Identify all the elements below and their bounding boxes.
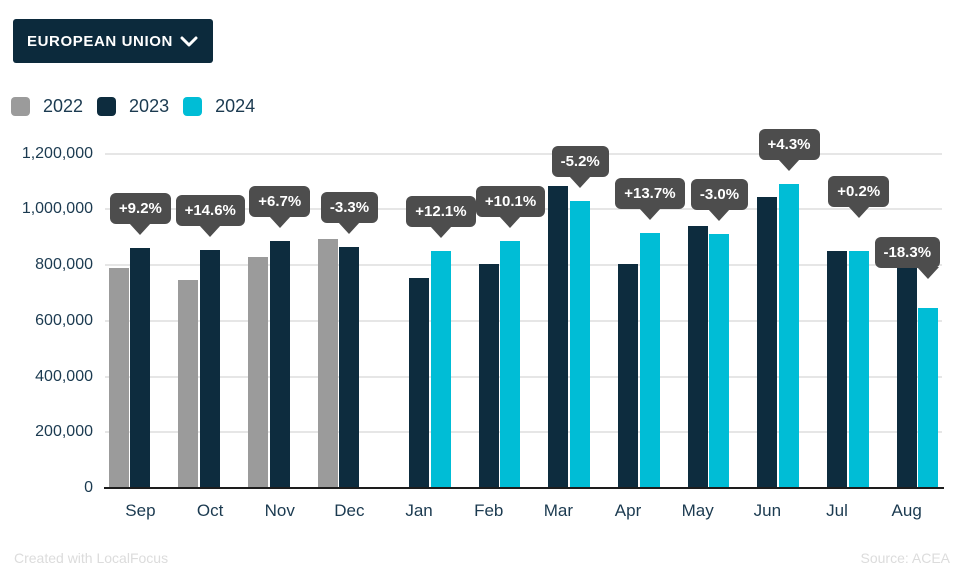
bar-2023-Jun[interactable]	[757, 196, 778, 488]
callout-label-Apr: +13.7%	[615, 177, 685, 209]
y-axis-tick-label: 1,000,000	[21, 200, 93, 218]
callout-pointer	[778, 159, 801, 172]
x-axis-label-Jul: Jul	[826, 501, 848, 520]
gridline	[105, 375, 942, 378]
x-axis-label-Oct: Oct	[196, 501, 224, 520]
callout-pointer	[638, 207, 661, 220]
region-selector-button[interactable]: EUROPEAN UNION	[13, 19, 213, 63]
region-selector-label: EUROPEAN UNION	[27, 32, 173, 50]
bar-2023-May[interactable]	[687, 225, 708, 488]
bar-2022-Nov[interactable]	[248, 256, 269, 488]
callout-pointer	[847, 205, 870, 218]
callout-label-Nov: +6.7%	[249, 186, 311, 218]
legend-swatch-2023	[97, 97, 117, 116]
x-axis-label-Mar: Mar	[543, 501, 574, 520]
callout-label-Jul: +0.2%	[828, 175, 890, 207]
x-axis-label-May: May	[681, 501, 714, 520]
bar-2023-Jan[interactable]	[409, 277, 430, 488]
y-axis-tick-label: 600,000	[35, 311, 93, 329]
bar-2024-Jul[interactable]	[848, 250, 869, 488]
x-axis-line	[104, 487, 944, 489]
gridline	[105, 264, 942, 266]
bar-2024-Aug[interactable]	[918, 308, 939, 488]
bar-2023-Oct[interactable]	[200, 249, 221, 488]
bar-2024-Jan[interactable]	[430, 251, 451, 488]
bar-2024-Feb[interactable]	[500, 241, 521, 488]
legend-item-2024: 2024	[183, 96, 255, 117]
legend-swatch-2024	[183, 97, 203, 116]
bar-2024-Apr[interactable]	[639, 232, 660, 488]
y-axis-tick-label: 800,000	[35, 256, 93, 273]
legend-item-2022: 2022	[11, 96, 83, 117]
callout-label-Oct: +14.6%	[175, 194, 245, 226]
credit-text: Created with LocalFocus	[14, 550, 169, 566]
legend-swatch-2022	[11, 97, 30, 116]
callout-pointer	[429, 226, 452, 239]
legend-label: 2023	[129, 96, 170, 116]
callout-label-May: -3.0%	[690, 179, 749, 211]
legend: 2022 2023 2024	[11, 96, 255, 117]
chevron-down-icon	[180, 36, 198, 46]
callout-label-Dec: -3.3%	[320, 191, 379, 223]
x-axis-label-Nov: Nov	[264, 501, 295, 520]
bar-2022-Sep[interactable]	[108, 267, 129, 488]
bar-2023-Sep[interactable]	[130, 248, 151, 488]
bar-2023-Feb[interactable]	[478, 263, 499, 488]
y-axis-tick-label: 0	[84, 479, 93, 496]
x-axis-label-Sep: Sep	[125, 501, 156, 520]
callout-label-Jan: +12.1%	[406, 196, 476, 228]
bar-2023-Dec[interactable]	[339, 246, 360, 488]
callout-pointer	[338, 221, 361, 234]
legend-label: 2024	[215, 96, 256, 116]
bar-2023-Aug[interactable]	[896, 267, 917, 488]
bar-2024-Mar[interactable]	[570, 200, 591, 488]
x-axis-label-Jan: Jan	[405, 501, 433, 520]
x-axis-label-Jun: Jun	[753, 501, 782, 520]
callout-label-Aug: -18.3%	[874, 237, 941, 269]
x-axis-label-Feb: Feb	[474, 501, 504, 520]
y-axis-tick-label: 400,000	[35, 367, 93, 385]
callout-label-Sep: +9.2%	[109, 193, 171, 225]
callout-pointer	[129, 223, 152, 236]
gridline	[105, 319, 942, 322]
bar-2024-Jun[interactable]	[779, 184, 800, 488]
callout-label-Jun: +4.3%	[758, 129, 820, 161]
legend-item-2023: 2023	[97, 96, 169, 117]
callout-pointer	[917, 267, 940, 280]
bar-2023-Nov[interactable]	[269, 241, 290, 488]
bar-2023-Jul[interactable]	[827, 251, 847, 488]
y-axis-tick-label: 1,200,000	[21, 144, 93, 162]
callout-label-Feb: +10.1%	[475, 186, 546, 218]
bar-2022-Oct[interactable]	[178, 280, 199, 488]
callout-pointer	[499, 216, 522, 229]
y-axis-tick-label: 200,000	[35, 423, 93, 441]
callout-pointer	[708, 209, 731, 222]
bar-2022-Dec[interactable]	[317, 238, 338, 488]
bar-2024-May[interactable]	[709, 234, 730, 488]
legend-label: 2022	[43, 96, 84, 116]
gridline	[105, 431, 942, 434]
gridline	[105, 152, 942, 155]
callout-pointer	[268, 216, 291, 229]
callout-pointer	[199, 224, 222, 237]
bar-2023-Apr[interactable]	[618, 263, 639, 488]
x-axis-label-Aug: Aug	[891, 501, 922, 520]
x-axis-label-Apr: Apr	[614, 501, 642, 520]
source-text: Source: ACEA	[860, 550, 951, 566]
bar-2023-Mar[interactable]	[548, 185, 569, 488]
callout-pointer	[569, 175, 592, 188]
callout-label-Mar: -5.2%	[551, 145, 609, 177]
x-axis-label-Dec: Dec	[334, 501, 365, 520]
